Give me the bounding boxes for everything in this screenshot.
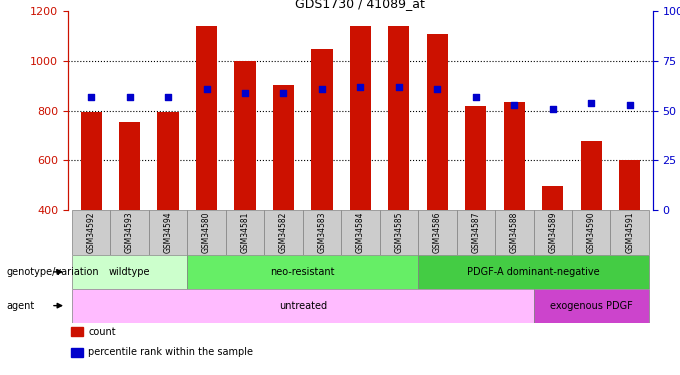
Bar bbox=[235, 61, 256, 210]
Bar bbox=[311, 48, 333, 210]
Text: GSM34586: GSM34586 bbox=[433, 212, 442, 253]
Bar bbox=[226, 210, 265, 255]
Text: GSM34584: GSM34584 bbox=[356, 212, 365, 253]
Text: wildtype: wildtype bbox=[109, 267, 150, 277]
Bar bbox=[379, 210, 418, 255]
Bar bbox=[418, 255, 649, 289]
Bar bbox=[504, 102, 525, 210]
Text: GSM34592: GSM34592 bbox=[86, 212, 96, 253]
Text: GSM34591: GSM34591 bbox=[625, 212, 634, 253]
Text: untreated: untreated bbox=[279, 301, 327, 310]
Bar bbox=[427, 34, 448, 210]
Text: count: count bbox=[88, 327, 116, 337]
Bar bbox=[273, 84, 294, 210]
Point bbox=[124, 94, 135, 100]
Bar bbox=[465, 106, 486, 210]
Text: neo-resistant: neo-resistant bbox=[271, 267, 335, 277]
Bar bbox=[350, 26, 371, 210]
Bar bbox=[187, 255, 418, 289]
Bar bbox=[71, 327, 83, 336]
Point bbox=[624, 102, 635, 108]
Bar bbox=[196, 26, 217, 210]
Bar bbox=[119, 122, 140, 210]
Text: GSM34594: GSM34594 bbox=[163, 211, 173, 254]
Bar bbox=[534, 210, 572, 255]
Point bbox=[316, 86, 327, 92]
Text: GSM34581: GSM34581 bbox=[241, 212, 250, 253]
Point bbox=[394, 84, 405, 90]
Bar bbox=[341, 210, 379, 255]
Point bbox=[509, 102, 520, 108]
Text: GSM34590: GSM34590 bbox=[587, 211, 596, 254]
Text: agent: agent bbox=[7, 301, 35, 310]
Bar bbox=[80, 112, 102, 210]
Title: GDS1730 / 41089_at: GDS1730 / 41089_at bbox=[296, 0, 425, 10]
Text: GSM34585: GSM34585 bbox=[394, 212, 403, 253]
Bar bbox=[303, 210, 341, 255]
Text: GSM34589: GSM34589 bbox=[548, 212, 558, 253]
Bar bbox=[581, 141, 602, 210]
Point bbox=[163, 94, 173, 100]
Bar bbox=[149, 210, 187, 255]
Bar bbox=[265, 210, 303, 255]
Point bbox=[201, 86, 212, 92]
Bar bbox=[619, 160, 641, 210]
Point bbox=[547, 106, 558, 112]
Bar bbox=[72, 289, 534, 322]
Bar bbox=[72, 255, 187, 289]
Bar bbox=[611, 210, 649, 255]
Point bbox=[239, 90, 250, 96]
Bar bbox=[534, 289, 649, 322]
Text: GSM34593: GSM34593 bbox=[125, 211, 134, 254]
Text: GSM34583: GSM34583 bbox=[318, 212, 326, 253]
Bar bbox=[187, 210, 226, 255]
Point bbox=[355, 84, 366, 90]
Point bbox=[585, 100, 596, 106]
Bar bbox=[572, 210, 611, 255]
Point bbox=[471, 94, 481, 100]
Bar bbox=[71, 348, 83, 357]
Text: GSM34587: GSM34587 bbox=[471, 212, 480, 253]
Point bbox=[432, 86, 443, 92]
Text: PDGF-A dominant-negative: PDGF-A dominant-negative bbox=[467, 267, 600, 277]
Text: percentile rank within the sample: percentile rank within the sample bbox=[88, 347, 254, 357]
Bar bbox=[456, 210, 495, 255]
Bar bbox=[418, 210, 456, 255]
Bar bbox=[495, 210, 534, 255]
Text: GSM34588: GSM34588 bbox=[510, 212, 519, 253]
Text: genotype/variation: genotype/variation bbox=[7, 267, 99, 277]
Bar bbox=[542, 186, 563, 210]
Bar bbox=[158, 112, 179, 210]
Text: exogenous PDGF: exogenous PDGF bbox=[550, 301, 632, 310]
Bar bbox=[110, 210, 149, 255]
Bar bbox=[72, 210, 110, 255]
Bar bbox=[388, 26, 409, 210]
Text: GSM34582: GSM34582 bbox=[279, 212, 288, 253]
Text: GSM34580: GSM34580 bbox=[202, 212, 211, 253]
Point bbox=[86, 94, 97, 100]
Point bbox=[278, 90, 289, 96]
